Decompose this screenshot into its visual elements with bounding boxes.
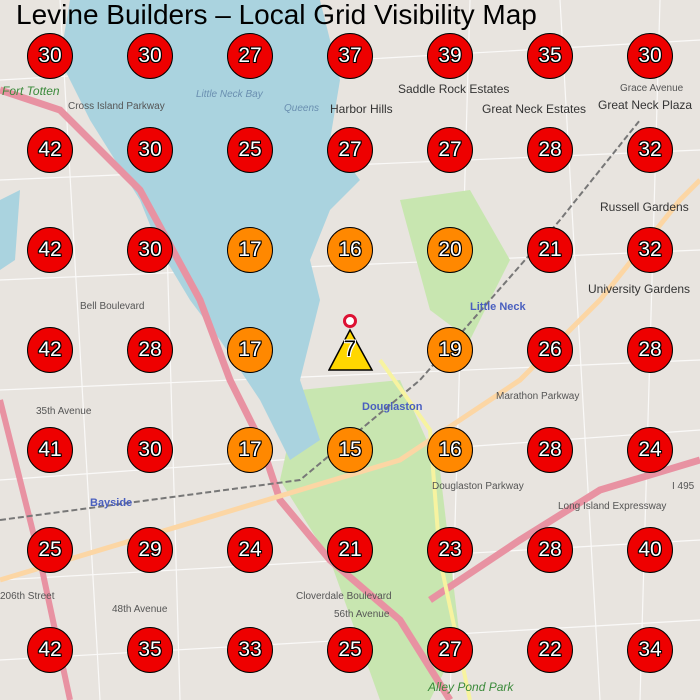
- map-label: Bell Boulevard: [80, 301, 145, 312]
- grid-marker[interactable]: 30: [627, 33, 673, 79]
- map-label: Saddle Rock Estates: [398, 82, 510, 96]
- map-label: Douglaston Parkway: [432, 481, 524, 492]
- grid-marker[interactable]: 17: [227, 427, 273, 473]
- grid-marker[interactable]: 27: [427, 627, 473, 673]
- map-title: Levine Builders – Local Grid Visibility …: [16, 0, 537, 30]
- northern-boulevard: [0, 178, 700, 583]
- grid-marker[interactable]: 37: [327, 33, 373, 79]
- origin-value: 7: [343, 336, 357, 361]
- grid-marker[interactable]: 28: [127, 327, 173, 373]
- map-label: Cross Island Parkway: [68, 101, 165, 112]
- location-pin-icon: [343, 314, 357, 328]
- grid-marker[interactable]: 41: [27, 427, 73, 473]
- map-label: Great Neck Estates: [482, 102, 587, 116]
- grid-marker[interactable]: 19: [427, 327, 473, 373]
- map-label: Great Neck Plaza: [598, 98, 693, 112]
- grid-marker[interactable]: 35: [527, 33, 573, 79]
- grid-marker[interactable]: 39: [427, 33, 473, 79]
- grid-marker[interactable]: 16: [327, 227, 373, 273]
- grid-marker[interactable]: 32: [627, 127, 673, 173]
- map-label: University Gardens: [588, 282, 691, 296]
- map-label: 56th Avenue: [334, 609, 390, 620]
- map-label: I 495: [672, 481, 695, 492]
- grid-marker[interactable]: 30: [27, 33, 73, 79]
- grid-marker[interactable]: 25: [227, 127, 273, 173]
- grid-marker[interactable]: 26: [527, 327, 573, 373]
- grid-marker[interactable]: 42: [27, 127, 73, 173]
- grid-marker[interactable]: 40: [627, 527, 673, 573]
- grid-marker[interactable]: 21: [527, 227, 573, 273]
- map-label: Little Neck: [470, 301, 526, 313]
- grid-marker[interactable]: 28: [527, 127, 573, 173]
- grid-marker[interactable]: 42: [27, 627, 73, 673]
- map-label: Douglaston: [362, 401, 423, 413]
- grid-marker[interactable]: 25: [27, 527, 73, 573]
- map-label: 48th Avenue: [112, 604, 168, 615]
- grid-marker[interactable]: 42: [27, 227, 73, 273]
- railroad: [0, 119, 641, 521]
- grid-marker[interactable]: 30: [127, 127, 173, 173]
- map-label: 206th Street: [0, 591, 55, 602]
- grid-marker[interactable]: 15: [327, 427, 373, 473]
- water-body: [60, 0, 360, 460]
- long-island-expressway: [428, 456, 700, 603]
- grid-marker[interactable]: 27: [327, 127, 373, 173]
- grid-marker[interactable]: 17: [227, 227, 273, 273]
- grid-marker[interactable]: 32: [627, 227, 673, 273]
- map-label: Cloverdale Boulevard: [296, 591, 392, 602]
- map-label: Bayside: [90, 497, 133, 509]
- grid-marker[interactable]: 28: [527, 427, 573, 473]
- grid-marker[interactable]: 25: [327, 627, 373, 673]
- map-label: Long Island Expressway: [558, 501, 667, 512]
- grid-marker[interactable]: 30: [127, 227, 173, 273]
- grid-marker[interactable]: 16: [427, 427, 473, 473]
- cross-island-parkway: [0, 86, 453, 700]
- grid-marker[interactable]: 28: [627, 327, 673, 373]
- grid-marker[interactable]: 34: [627, 627, 673, 673]
- grid-marker[interactable]: 24: [227, 527, 273, 573]
- map-label: Alley Pond Park: [428, 680, 514, 694]
- grid-marker[interactable]: 23: [427, 527, 473, 573]
- grid-marker[interactable]: 30: [127, 427, 173, 473]
- grid-marker[interactable]: 28: [527, 527, 573, 573]
- grid-marker[interactable]: 27: [427, 127, 473, 173]
- map-label: Russell Gardens: [600, 200, 689, 214]
- grid-marker[interactable]: 42: [27, 327, 73, 373]
- map-label: Harbor Hills: [330, 102, 393, 116]
- grid-marker[interactable]: 24: [627, 427, 673, 473]
- grid-marker[interactable]: 33: [227, 627, 273, 673]
- water-body: [0, 190, 20, 270]
- map-label: Grace Avenue: [620, 83, 684, 94]
- map-label: Marathon Parkway: [496, 391, 580, 402]
- grid-marker[interactable]: 30: [127, 33, 173, 79]
- grid-marker[interactable]: 20: [427, 227, 473, 273]
- grid-marker[interactable]: 17: [227, 327, 273, 373]
- grid-marker[interactable]: 29: [127, 527, 173, 573]
- map-label: Little Neck Bay: [196, 89, 263, 100]
- map-label: 35th Avenue: [36, 406, 92, 417]
- map-label: Queens: [284, 103, 320, 114]
- grid-marker[interactable]: 22: [527, 627, 573, 673]
- map-label: Fort Totten: [2, 84, 60, 98]
- grid-marker[interactable]: 27: [227, 33, 273, 79]
- grid-marker[interactable]: 21: [327, 527, 373, 573]
- warning-triangle-icon[interactable]: [328, 312, 374, 374]
- grid-marker[interactable]: 35: [127, 627, 173, 673]
